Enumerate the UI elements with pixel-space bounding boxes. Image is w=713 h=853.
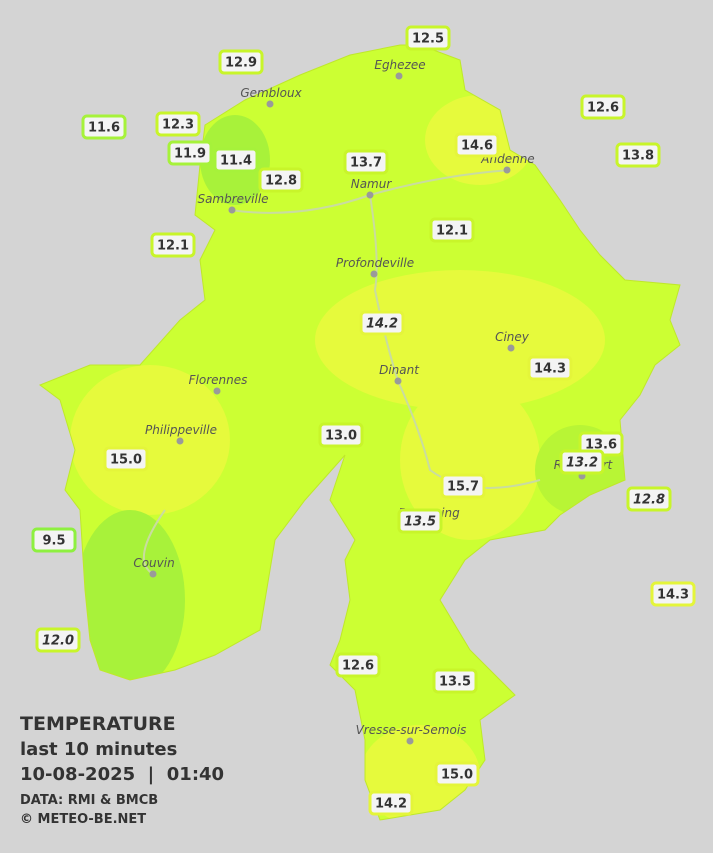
reading-box: [440, 473, 486, 499]
town-dot: [406, 737, 414, 745]
towns: EghezeeGemblouxAndenneNamurSambrevillePr…: [133, 58, 614, 745]
town-dot: [370, 270, 378, 278]
reading-box: [258, 167, 304, 193]
reading-value: 12.9: [225, 56, 257, 71]
town-dot: [395, 72, 403, 80]
reading-value: 12.3: [162, 118, 194, 133]
town-dot: [394, 377, 402, 385]
town-dot: [266, 100, 274, 108]
reading-value: 14.3: [534, 362, 566, 377]
reading-value: 11.4: [220, 154, 252, 169]
town-dot: [366, 191, 374, 199]
reading-value: 11.9: [174, 147, 206, 162]
reading-value: 14.2: [366, 317, 398, 332]
reading-value: 13.0: [325, 429, 357, 444]
town-dot: [176, 437, 184, 445]
town-dot: [149, 570, 157, 578]
reading-value: 13.8: [622, 149, 654, 164]
reading-value: 13.2: [566, 456, 598, 471]
zone-warm: [400, 380, 540, 540]
reading-box: [454, 132, 500, 158]
reading-value: 12.1: [436, 224, 468, 239]
reading-box: [167, 140, 213, 166]
legend-period: last 10 minutes: [20, 739, 177, 760]
reading-box: [615, 142, 661, 168]
reading-box: [432, 668, 478, 694]
reading-box: [155, 111, 201, 137]
reading-value: 15.0: [441, 768, 473, 783]
town-label: Gembloux: [240, 86, 302, 100]
reading-box: [35, 627, 81, 653]
town-label: Eghezee: [374, 58, 425, 72]
town-dot: [228, 206, 236, 214]
reading-box: [397, 508, 443, 534]
reading-value: 14.6: [461, 139, 493, 154]
town-label: Florennes: [189, 373, 248, 387]
reading-value: 11.6: [88, 121, 120, 136]
legend-datetime: 10-08-2025 | 01:40: [20, 764, 224, 785]
reading-value: 15.0: [110, 453, 142, 468]
town-label: Ciney: [495, 330, 530, 344]
town-label: Vresse-sur-Semois: [356, 723, 467, 737]
reading-value: 13.7: [350, 156, 382, 171]
town-label: Philippeville: [145, 423, 217, 437]
reading-box: [103, 446, 149, 472]
reading-box: [434, 761, 480, 787]
town-label: Profondeville: [336, 256, 414, 270]
town-dot: [507, 344, 515, 352]
town-label: Sambreville: [197, 192, 268, 206]
legend-title: TEMPERATURE: [20, 713, 176, 735]
town-label: Dinant: [379, 363, 420, 377]
reading-value: 12.6: [342, 659, 374, 674]
reading-value: 13.5: [404, 515, 436, 530]
zone-warm: [70, 365, 230, 515]
reading-value: 15.7: [447, 480, 479, 495]
reading-box: [359, 310, 405, 336]
reading-box: [31, 527, 77, 553]
reading-value: 14.3: [657, 588, 689, 603]
reading-box: [213, 147, 259, 173]
reading-box: [335, 652, 381, 678]
reading-value: 12.6: [587, 101, 619, 116]
town-dot: [503, 166, 511, 174]
reading-box: [580, 94, 626, 120]
reading-box: [368, 790, 414, 816]
reading-value: 12.8: [633, 493, 665, 508]
reading-value: 12.8: [265, 174, 297, 189]
reading-value: 12.0: [42, 634, 74, 649]
reading-box: [218, 49, 264, 75]
reading-box: [559, 449, 605, 475]
town-label: Couvin: [133, 556, 174, 570]
town-label: Namur: [351, 177, 393, 191]
reading-box: [429, 217, 475, 243]
legend-source: DATA: RMI & BMCB: [20, 793, 158, 808]
reading-value: 9.5: [42, 534, 65, 549]
reading-box: [626, 486, 672, 512]
reading-box: [81, 114, 127, 140]
reading-value: 14.2: [375, 797, 407, 812]
town-dot: [213, 387, 221, 395]
reading-box: [318, 422, 364, 448]
reading-box: [343, 149, 389, 175]
reading-value: 12.1: [157, 239, 189, 254]
reading-box: [150, 232, 196, 258]
zone-cool: [75, 510, 185, 690]
reading-box: [650, 581, 696, 607]
legend-credit: © METEO-BE.NET: [20, 812, 146, 827]
reading-value: 12.5: [412, 32, 444, 47]
reading-value: 13.5: [439, 675, 471, 690]
reading-box: [527, 355, 573, 381]
reading-value: 13.6: [585, 438, 617, 453]
readings: 12.5 12.9 12.6 11.6 12.3 11.9 11.4 14.6 13.7 13.8…: [31, 25, 696, 816]
reading-box: [405, 25, 451, 51]
